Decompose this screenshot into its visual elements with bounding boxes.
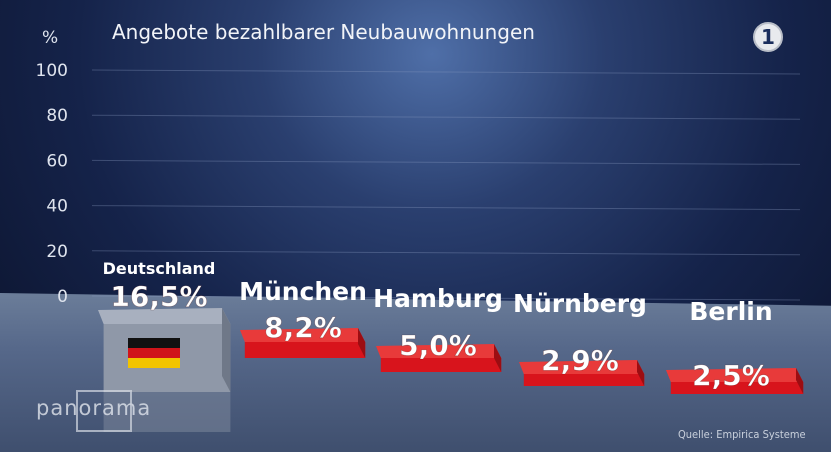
category-label: Deutschland: [103, 259, 216, 278]
category-label: Hamburg: [373, 284, 503, 313]
panorama-logo: panorama: [36, 390, 152, 432]
bar-2: [380, 358, 502, 372]
source-note: Quelle: Empirica Systeme: [678, 428, 806, 441]
y-tick-label: 100: [36, 61, 68, 81]
y-tick-label: 20: [46, 242, 68, 262]
bar-side-3: [637, 360, 645, 386]
bar-top-1: [240, 328, 366, 342]
y-tick-label: 0: [57, 287, 68, 307]
y-tick-label: 40: [46, 197, 68, 217]
gridline: [91, 114, 801, 120]
category-label: Berlin: [689, 297, 772, 326]
gridline: [91, 250, 801, 256]
ard-logo-icon: 1: [753, 22, 783, 52]
bar-reflection-0: [103, 392, 231, 432]
y-tick-label: 80: [46, 106, 68, 126]
bar-top-3: [519, 360, 645, 374]
bar-top-4: [666, 368, 804, 382]
gridline: [91, 159, 801, 165]
chart-title: Angebote bezahlbarer Neubauwohnungen: [112, 20, 535, 44]
gridline: [91, 69, 801, 75]
bar-1: [244, 342, 366, 358]
bar-top-2: [376, 344, 502, 358]
germany-flag-icon: [128, 338, 180, 368]
bar-side-4: [796, 368, 804, 394]
data-label: 2,5%: [692, 359, 770, 392]
gridline: [91, 295, 801, 301]
bar-3: [523, 374, 645, 386]
y-tick-label: 60: [46, 151, 68, 171]
data-label: 2,9%: [541, 344, 619, 377]
bar-side-1: [358, 328, 366, 358]
bar-side-0: [222, 308, 231, 392]
data-label: 8,2%: [264, 311, 342, 344]
category-label: München: [239, 277, 367, 306]
bar-4: [670, 382, 804, 394]
category-label: Nürnberg: [513, 289, 647, 318]
bar-top-0: [98, 308, 231, 324]
y-axis-unit-label: %: [42, 28, 59, 48]
data-label: 16,5%: [110, 280, 207, 313]
data-label: 5,0%: [399, 329, 477, 362]
gridline: [91, 205, 801, 211]
bar-side-2: [494, 344, 502, 372]
